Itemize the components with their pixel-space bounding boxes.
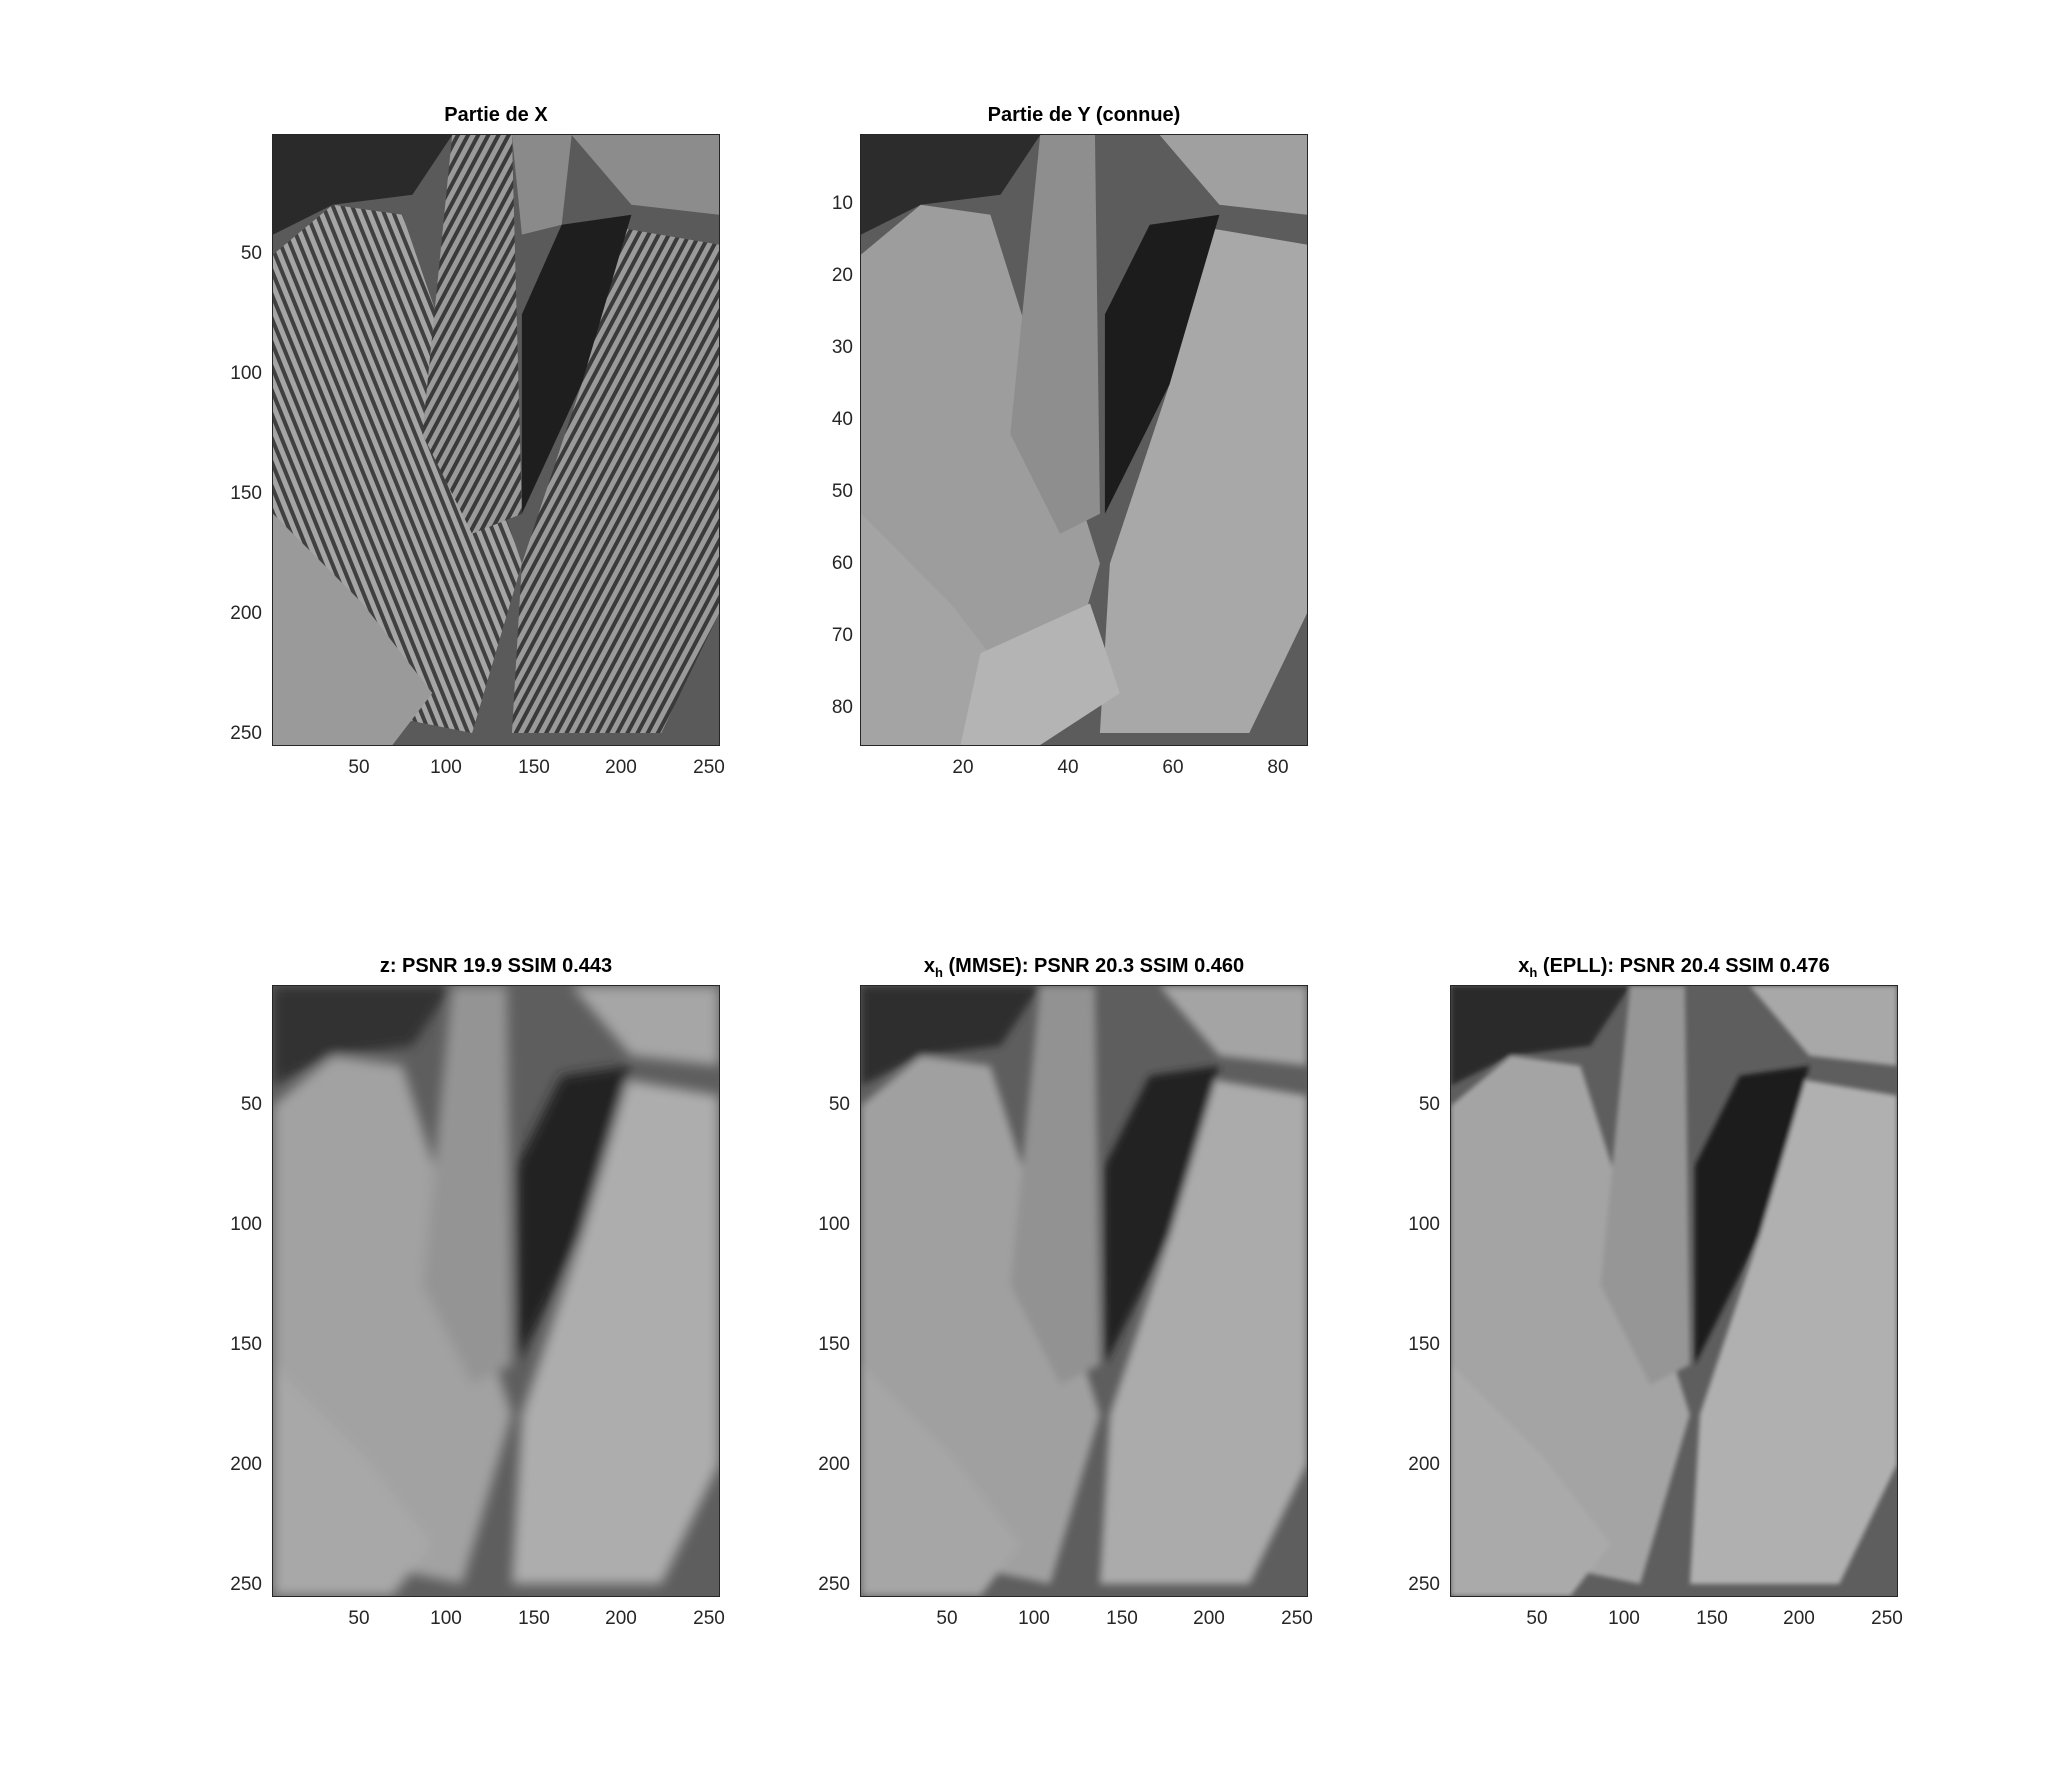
panel-title: Partie de Y (connue): [860, 104, 1308, 127]
y-tick-label: 50: [202, 243, 262, 265]
x-tick-label: 150: [1092, 1608, 1152, 1630]
panel-title: Partie de X: [272, 104, 720, 127]
image-axes: [860, 985, 1308, 1597]
y-tick-label: 250: [202, 723, 262, 745]
x-tick-label: 100: [416, 1608, 476, 1630]
y-tick-label: 200: [202, 1454, 262, 1476]
x-tick-label: 100: [416, 757, 476, 779]
y-tick-label: 250: [1380, 1574, 1440, 1596]
y-tick-label: 70: [793, 625, 853, 647]
image-axes: [1450, 985, 1898, 1597]
y-tick-label: 50: [1380, 1094, 1440, 1116]
x-tick-label: 100: [1004, 1608, 1064, 1630]
y-tick-label: 150: [202, 1334, 262, 1356]
image-pixelated: [861, 135, 1307, 745]
x-tick-label: 50: [1507, 1608, 1567, 1630]
image-blurred: [273, 986, 719, 1596]
panel-title: xh (MMSE): PSNR 20.3 SSIM 0.460: [820, 955, 1348, 980]
image-striped: [273, 135, 719, 745]
x-tick-label: 40: [1038, 757, 1098, 779]
x-tick-label: 20: [933, 757, 993, 779]
x-tick-label: 250: [1857, 1608, 1917, 1630]
x-tick-label: 200: [1179, 1608, 1239, 1630]
y-tick-label: 150: [790, 1334, 850, 1356]
x-tick-label: 60: [1143, 757, 1203, 779]
x-tick-label: 50: [329, 757, 389, 779]
x-tick-label: 150: [504, 1608, 564, 1630]
x-tick-label: 250: [679, 757, 739, 779]
x-tick-label: 150: [1682, 1608, 1742, 1630]
y-tick-label: 200: [790, 1454, 850, 1476]
image-axes: [860, 134, 1308, 746]
y-tick-label: 60: [793, 553, 853, 575]
x-tick-label: 50: [329, 1608, 389, 1630]
y-tick-label: 250: [790, 1574, 850, 1596]
x-tick-label: 150: [504, 757, 564, 779]
x-tick-label: 250: [679, 1608, 739, 1630]
panel-title: xh (EPLL): PSNR 20.4 SSIM 0.476: [1410, 955, 1938, 980]
y-tick-label: 150: [1380, 1334, 1440, 1356]
y-tick-label: 20: [793, 265, 853, 287]
panel-title: z: PSNR 19.9 SSIM 0.443: [272, 955, 720, 978]
x-tick-label: 200: [1769, 1608, 1829, 1630]
y-tick-label: 200: [202, 603, 262, 625]
y-tick-label: 100: [202, 1214, 262, 1236]
y-tick-label: 50: [793, 481, 853, 503]
x-tick-label: 250: [1267, 1608, 1327, 1630]
image-axes: [272, 985, 720, 1597]
image-axes: [272, 134, 720, 746]
x-tick-label: 200: [591, 757, 651, 779]
y-tick-label: 40: [793, 409, 853, 431]
y-tick-label: 50: [202, 1094, 262, 1116]
y-tick-label: 250: [202, 1574, 262, 1596]
x-tick-label: 80: [1248, 757, 1308, 779]
y-tick-label: 50: [790, 1094, 850, 1116]
y-tick-label: 10: [793, 193, 853, 215]
x-tick-label: 200: [591, 1608, 651, 1630]
y-tick-label: 200: [1380, 1454, 1440, 1476]
y-tick-label: 100: [1380, 1214, 1440, 1236]
image-soft: [861, 986, 1307, 1596]
image-sharp: [1451, 986, 1897, 1596]
y-tick-label: 150: [202, 483, 262, 505]
y-tick-label: 30: [793, 337, 853, 359]
y-tick-label: 100: [202, 363, 262, 385]
y-tick-label: 80: [793, 697, 853, 719]
x-tick-label: 100: [1594, 1608, 1654, 1630]
x-tick-label: 50: [917, 1608, 977, 1630]
y-tick-label: 100: [790, 1214, 850, 1236]
